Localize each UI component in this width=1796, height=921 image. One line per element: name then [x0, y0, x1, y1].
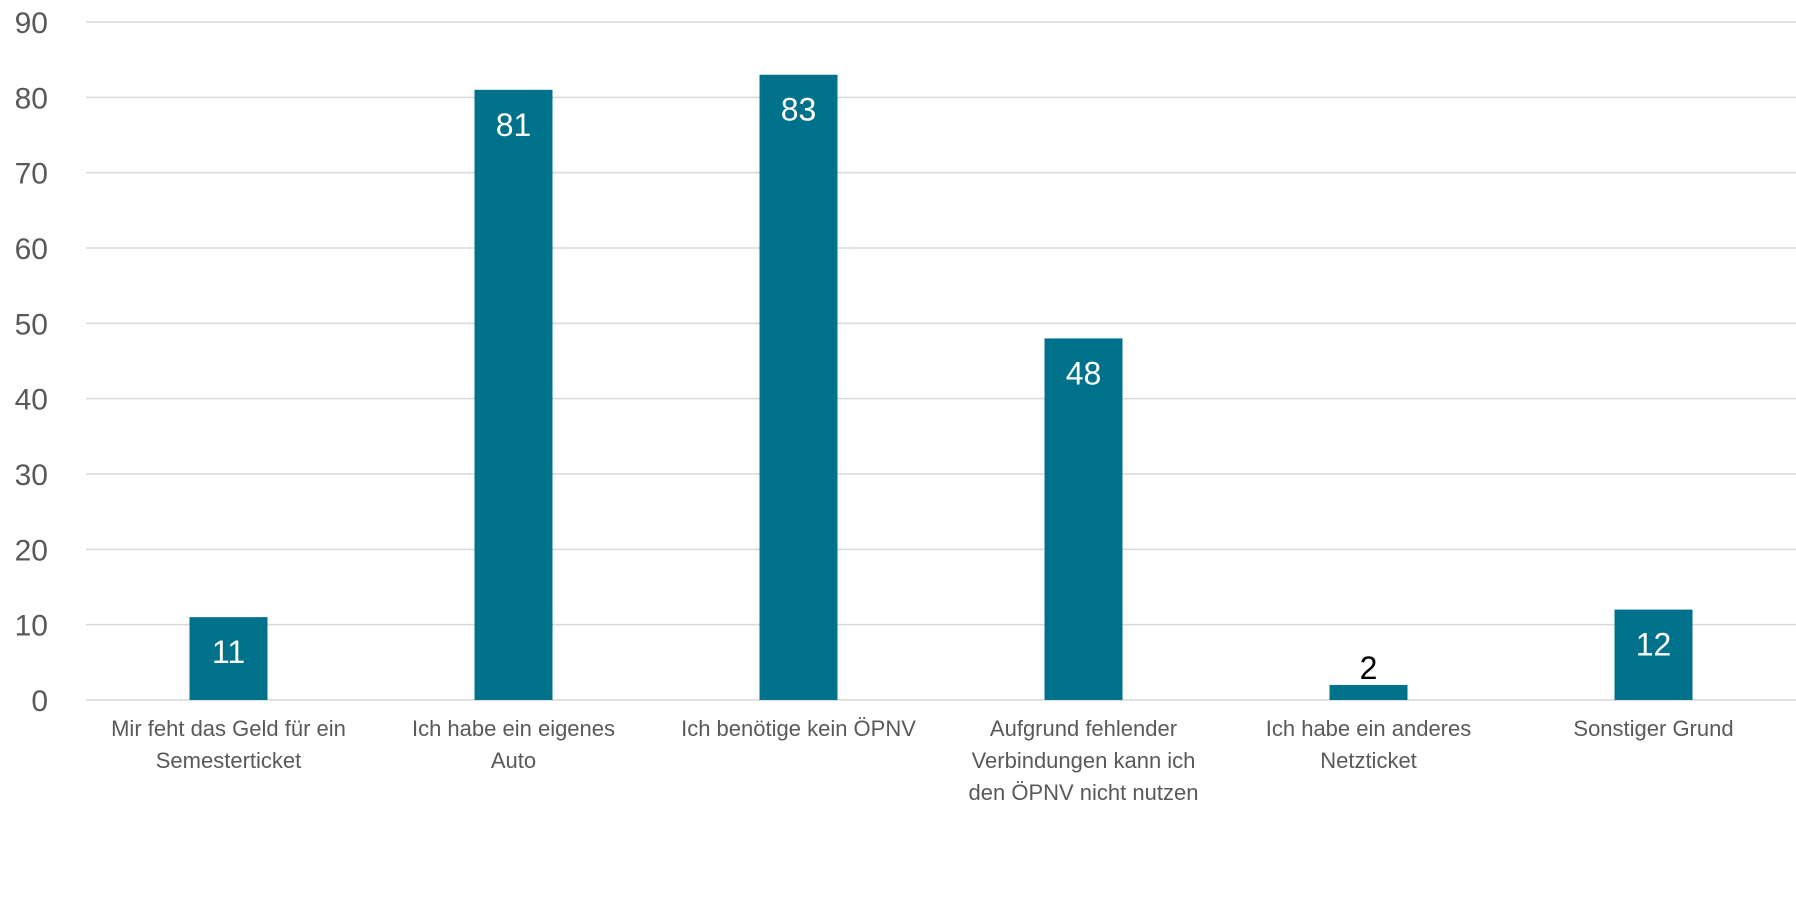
bar	[1614, 609, 1693, 700]
x-tick-label-line: Aufgrund fehlender	[990, 716, 1177, 741]
bar	[1044, 338, 1123, 700]
x-tick-label: Aufgrund fehlender Verbindungen kann ich d…	[969, 716, 1199, 805]
x-tick-label-line: Sonstiger Grund	[1573, 716, 1733, 741]
data-label: 12	[1636, 627, 1672, 663]
x-tick-label-line: Ich benötige kein ÖPNV	[681, 716, 916, 741]
y-tick-label: 80	[15, 82, 48, 115]
y-tick-label: 10	[15, 610, 48, 643]
x-tick-label-line: Verbindungen kann ich	[972, 748, 1196, 773]
gridlines	[86, 21, 1796, 701]
y-tick-label: 0	[31, 685, 48, 718]
x-tick-label-line: Ich habe ein anderes	[1266, 716, 1472, 741]
y-tick-label: 30	[15, 459, 48, 492]
data-label: 2	[1360, 650, 1378, 686]
x-tick-label-line: Semesterticket	[156, 748, 302, 773]
y-tick-label: 90	[15, 7, 48, 40]
x-tick-label-line: Netzticket	[1320, 748, 1417, 773]
data-label: 83	[781, 92, 817, 128]
data-label: 11	[212, 634, 245, 670]
y-tick-label: 60	[15, 233, 48, 266]
x-tick-label-line: Mir feht das Geld für ein	[111, 716, 346, 741]
x-tick-label-line: Auto	[491, 748, 536, 773]
bars	[189, 74, 1693, 701]
x-tick-label-line: den ÖPNV nicht nutzen	[969, 780, 1199, 805]
x-tick-label: Ich benötige kein ÖPNV	[681, 716, 916, 741]
bar	[1329, 684, 1408, 700]
data-label: 81	[496, 107, 532, 143]
data-label: 48	[1066, 355, 1102, 391]
bar	[759, 74, 838, 700]
y-tick-label: 40	[15, 384, 48, 417]
bar	[474, 89, 553, 701]
x-tick-label-line: Ich habe ein eigenes	[412, 716, 615, 741]
bar	[189, 617, 268, 700]
x-axis: Mir feht das Geld für ein Semesterticket I…	[111, 716, 1733, 805]
x-tick-label: Ich habe ein anderes Netzticket	[1266, 716, 1472, 773]
y-tick-label: 50	[15, 308, 48, 341]
y-tick-label: 20	[15, 534, 48, 567]
x-tick-label: Mir feht das Geld für ein Semesterticket	[111, 716, 346, 773]
y-axis: 0 10 20 30 40 50 60 70 80 90	[15, 7, 48, 718]
x-tick-label: Ich habe ein eigenes Auto	[412, 716, 615, 773]
data-labels: 11 81 83 48 2 12	[212, 92, 1671, 686]
y-tick-label: 70	[15, 158, 48, 191]
x-tick-label: Sonstiger Grund	[1573, 716, 1733, 741]
